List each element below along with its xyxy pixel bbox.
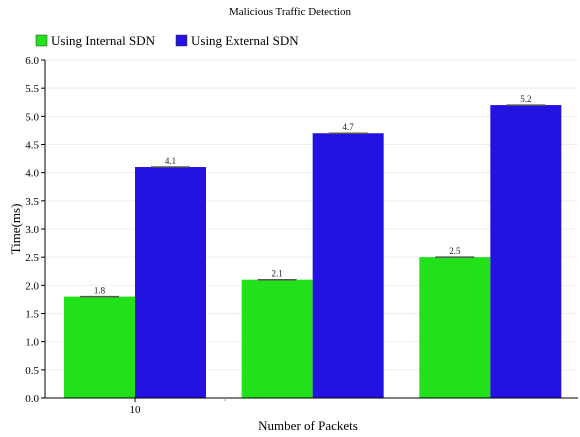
- x-ticks: 10: [130, 398, 226, 416]
- y-tick-label: 4.5: [25, 140, 39, 152]
- y-tick-label: 6.0: [25, 55, 39, 67]
- y-tick-label: 2.0: [25, 280, 39, 292]
- y-tick-label: 3.0: [25, 224, 39, 236]
- data-label: 5.2: [520, 94, 531, 104]
- legend-label-internal: Using Internal SDN: [51, 33, 156, 48]
- y-tick-label: 1.5: [25, 309, 39, 321]
- y-tick-label: 3.5: [25, 196, 39, 208]
- y-tick-label: 0.0: [25, 393, 39, 405]
- legend-swatch-external: [175, 34, 188, 47]
- y-tick-label: 5.0: [25, 111, 39, 123]
- bar-external-2: [490, 105, 562, 399]
- bar-external-0: [135, 167, 206, 398]
- bar-internal-0: [64, 296, 135, 398]
- legend-label-external: Using External SDN: [191, 33, 299, 48]
- y-tick-label: 1.0: [25, 337, 39, 349]
- y-ticks: 0.0 0.5 1.0 1.5 2.0 2.5 3.0 3.5 4.0 4.5 5.0 5.5 6.0: [25, 55, 45, 405]
- legend-swatch-internal: [35, 34, 48, 47]
- data-label: 4.7: [343, 122, 355, 132]
- y-tick-label: 2.5: [25, 252, 39, 264]
- bar-internal-2: [419, 257, 491, 398]
- data-label: 1.8: [94, 286, 106, 296]
- legend: Using Internal SDN Using External SDN: [35, 33, 299, 48]
- x-axis-label: Number of Packets: [258, 418, 358, 433]
- bar-external-1: [312, 133, 384, 398]
- y-tick-label: 0.5: [25, 365, 39, 377]
- x-tick-label: 10: [130, 404, 142, 416]
- data-labels: 1.8 4.1 2.1 4.7 2.5 5.2: [94, 94, 532, 296]
- data-label: 2.1: [272, 269, 283, 279]
- y-tick-label: 5.5: [25, 83, 39, 95]
- chart-title: Malicious Traffic Detection: [229, 6, 351, 18]
- bars: [64, 104, 562, 399]
- bar-internal-1: [241, 279, 313, 398]
- data-label: 2.5: [449, 246, 461, 256]
- y-tick-label: 4.0: [25, 168, 39, 180]
- data-label: 4.1: [165, 156, 176, 166]
- y-axis-label: Time(ms): [8, 204, 23, 255]
